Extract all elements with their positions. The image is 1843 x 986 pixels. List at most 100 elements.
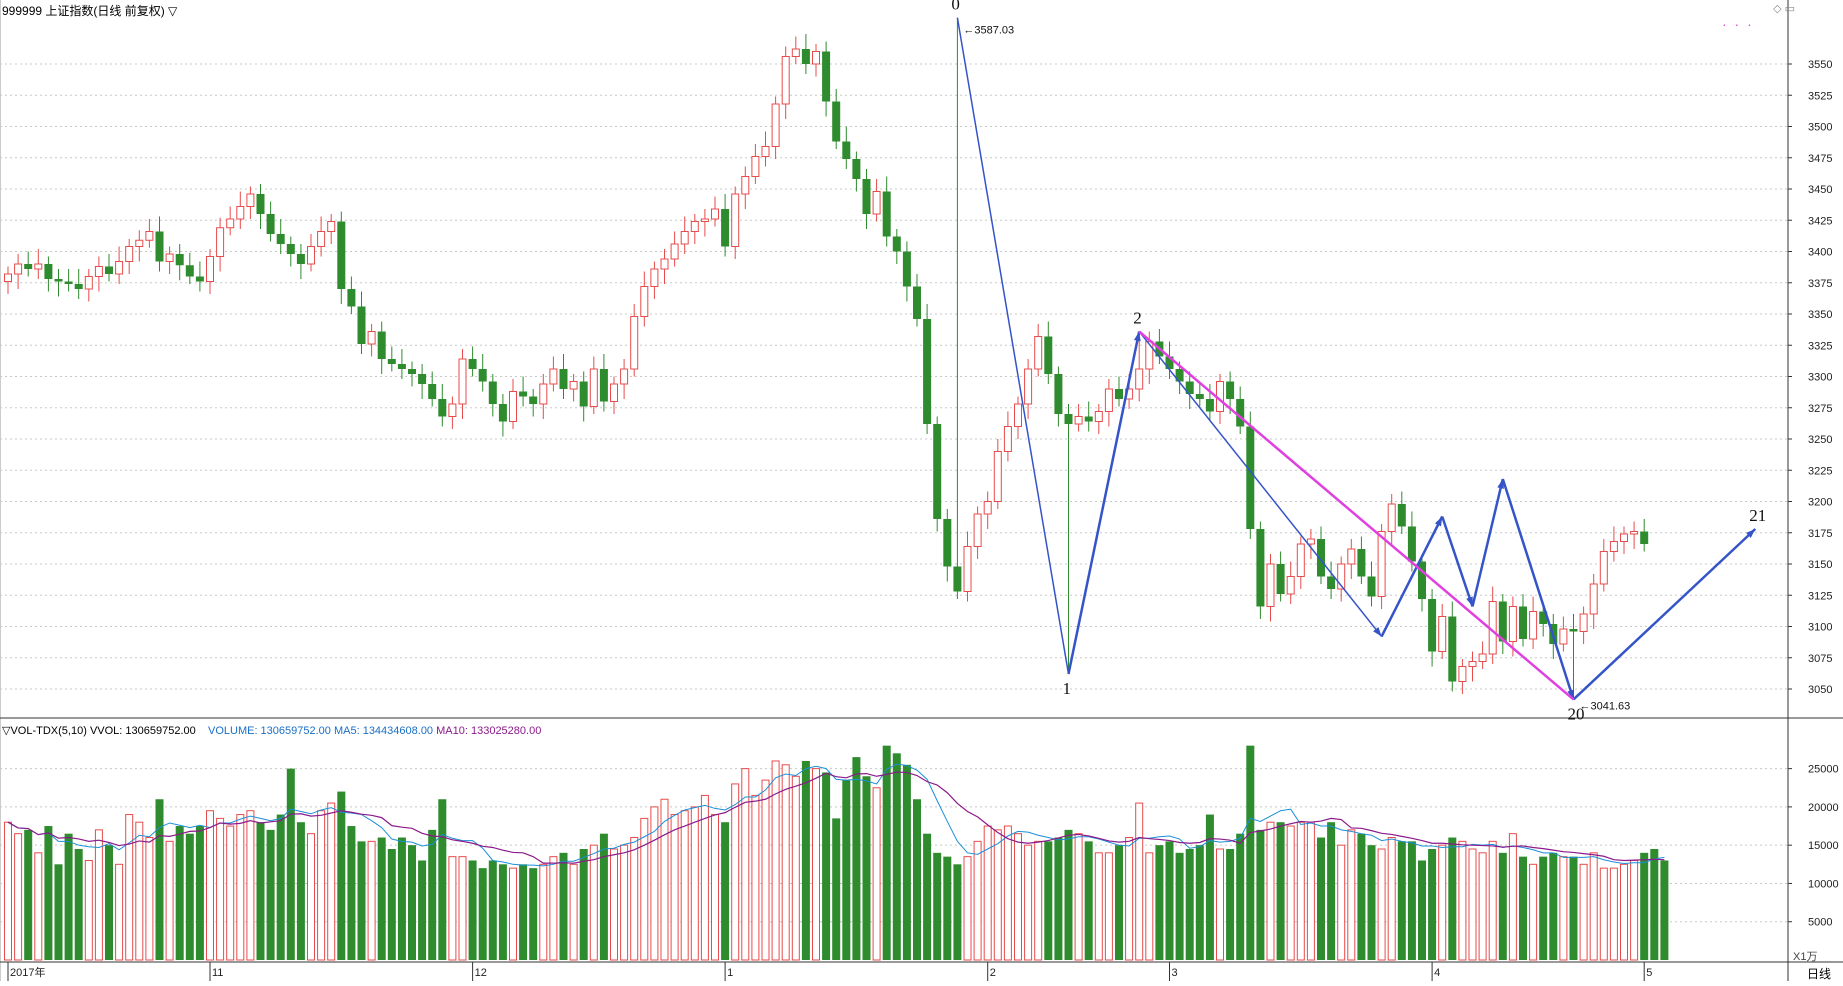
- volume-bar-up: [1014, 833, 1022, 961]
- volume-bar-up: [812, 768, 820, 961]
- time-tick-label: 2017年: [10, 965, 45, 979]
- vvol-readout: VVOL: 130659752.00: [89, 725, 196, 737]
- candle-body-down: [397, 364, 406, 369]
- volume-bar-up: [509, 867, 517, 961]
- price-tick-label: 3425: [1808, 215, 1832, 227]
- candle-body-down: [1246, 426, 1255, 529]
- diamond-icon[interactable]: ◇: [1773, 3, 1782, 15]
- candle-body-up: [94, 266, 103, 277]
- candle-body-down: [175, 254, 184, 266]
- volume-bar-up: [1458, 840, 1467, 961]
- volume-bar-up: [307, 833, 315, 961]
- volume-bar-down: [599, 833, 608, 960]
- volume-bar-up: [1630, 859, 1639, 961]
- candle-body-down: [266, 214, 275, 234]
- candle-body-down: [1397, 504, 1406, 527]
- candle-body-up: [569, 381, 578, 390]
- volume-bar-down: [498, 864, 507, 960]
- volume-tick-label: 15000: [1808, 840, 1839, 852]
- candle-body-down: [882, 191, 891, 237]
- volume-bar-down: [478, 868, 487, 960]
- candle-body-down: [498, 404, 507, 422]
- candle-body-up: [771, 103, 780, 147]
- volume-bar-up: [1135, 802, 1144, 961]
- volume-bar-up: [620, 844, 629, 961]
- volume-bar-down: [1236, 833, 1245, 960]
- volume-bar-down: [1044, 841, 1053, 960]
- volume-bar-down: [902, 764, 911, 960]
- price-tick-label: 3275: [1808, 403, 1832, 415]
- candle-body-up: [812, 51, 820, 65]
- candle-body-down: [1195, 394, 1204, 399]
- volume-bar-down: [195, 826, 204, 960]
- volume-header: ▽VOL-TDX(5,10) VVOL: 130659752.00 VOLUME…: [2, 724, 541, 737]
- candle-body-up: [1438, 616, 1447, 652]
- candle-body-down: [1256, 529, 1265, 607]
- candle-body-up: [1104, 388, 1113, 412]
- price-tick-label: 3150: [1808, 559, 1832, 571]
- volume-bar-up: [1125, 837, 1134, 961]
- swing-label: 20: [1568, 704, 1585, 723]
- volume-bar-down: [1246, 745, 1255, 960]
- volume-bar-up: [135, 821, 144, 961]
- volume-bar-down: [1498, 852, 1507, 960]
- candle-body-up: [14, 263, 23, 275]
- swing-label: 1: [1063, 679, 1072, 698]
- candle-body-up: [1337, 563, 1346, 590]
- volume-bar-up: [700, 794, 709, 961]
- volume-bar-down: [337, 791, 346, 960]
- volume-bar-down: [1549, 852, 1558, 960]
- candle-body-up: [690, 221, 699, 232]
- volume-bar-up: [690, 806, 699, 961]
- swing-label: 0: [951, 0, 960, 14]
- volume-bar-up: [125, 814, 134, 961]
- volume-bar-up: [630, 837, 639, 961]
- candle-body-down: [1226, 381, 1235, 399]
- volume-bar-down: [276, 814, 285, 960]
- volume-bar-down: [559, 852, 568, 960]
- volume-bar-up: [1296, 821, 1305, 961]
- candle-body-up: [246, 193, 255, 207]
- candle-body-down: [852, 159, 861, 179]
- candle-body-up: [4, 273, 12, 282]
- candle-body-up: [549, 368, 558, 385]
- volume-bar-down: [408, 845, 416, 960]
- candle-body-up: [680, 231, 689, 245]
- candle-body-down: [832, 101, 841, 142]
- candle-body-down: [276, 234, 285, 244]
- volume-bar-up: [1559, 856, 1568, 961]
- wave-segment: [1138, 331, 1383, 637]
- candle-body-up: [1034, 336, 1043, 370]
- window-restore-icon[interactable]: ▭: [1784, 3, 1795, 15]
- candle-body-up: [1094, 411, 1103, 422]
- candle-body-down: [1185, 381, 1194, 394]
- window-controls[interactable]: ◇ ▭: [1773, 2, 1795, 15]
- candle-body-down: [468, 359, 477, 369]
- volume-bar-up: [771, 760, 780, 961]
- volume-bar-up: [317, 810, 326, 961]
- wave-segment: [1067, 331, 1141, 675]
- chart-title[interactable]: 999999 上证指数(日线 前复权) ▽: [2, 4, 178, 18]
- volume-readout: VOLUME: 130659752.00: [207, 725, 331, 737]
- time-tick-label: 1: [727, 967, 733, 979]
- candle-body-down: [438, 399, 447, 417]
- candle-body-down: [24, 264, 33, 269]
- volume-bar-down: [418, 860, 427, 960]
- volume-bar-down: [1407, 841, 1416, 960]
- period-label[interactable]: 日线: [1807, 967, 1832, 981]
- volume-bar-up: [1337, 844, 1346, 961]
- candle-body-down: [529, 396, 538, 404]
- candle-body-up: [711, 208, 719, 220]
- candle-body-down: [1276, 564, 1285, 594]
- candle-body-up: [630, 316, 639, 370]
- volume-bar-down: [721, 822, 730, 960]
- candle-body-down: [387, 359, 396, 364]
- candle-body-up: [781, 56, 790, 105]
- volume-indicator-name[interactable]: ▽VOL-TDX(5,10): [2, 725, 87, 737]
- candle-body-up: [1468, 661, 1477, 667]
- candle-body-up: [1377, 531, 1386, 597]
- candle-body-down: [418, 374, 427, 384]
- candle-body-up: [973, 513, 982, 547]
- wave-arrowhead: [1373, 627, 1382, 637]
